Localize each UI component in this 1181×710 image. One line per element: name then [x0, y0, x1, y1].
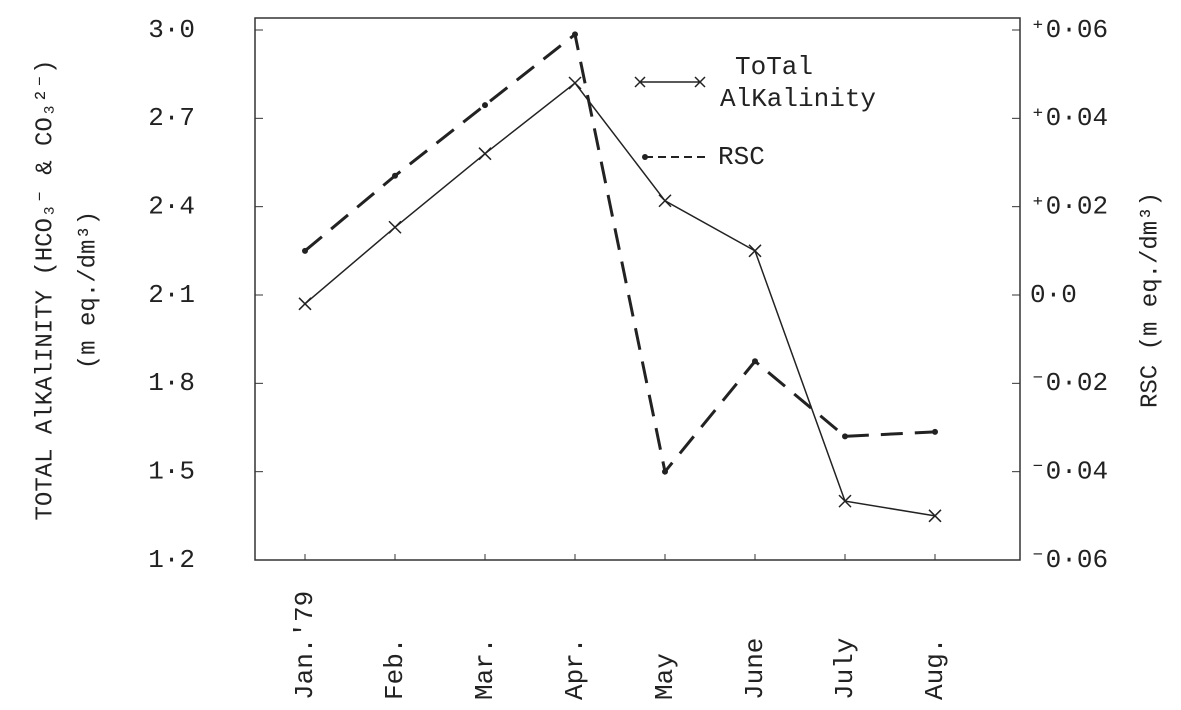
point: [838, 494, 852, 508]
y-tick-label: 2·7: [148, 103, 195, 133]
y2-tick-label: ⁺0·06: [1030, 15, 1108, 45]
legend-swatch: [634, 76, 706, 88]
point: [932, 428, 938, 435]
x-tick-label: July: [830, 638, 860, 700]
y-tick-label: 1·2: [148, 545, 195, 575]
y2-tick-label: ⁻0·06: [1030, 545, 1108, 575]
y2-tick-label: ⁺0·02: [1030, 192, 1108, 222]
y-tick-label: 3·0: [148, 15, 195, 45]
point: [662, 468, 668, 475]
y-tick-label: 2·1: [148, 280, 195, 310]
point: [302, 247, 308, 254]
y-tick-label: 2·4: [148, 192, 195, 222]
y2-tick-label: 0·0: [1030, 280, 1077, 310]
point: [842, 433, 848, 440]
plot-frame: [254, 17, 1021, 561]
series-line: [304, 81, 936, 517]
y2-tick-label: ⁻0·04: [1030, 457, 1108, 487]
y-tick-label: 1·5: [148, 457, 195, 487]
series-line: [304, 31, 936, 476]
point: [388, 220, 402, 234]
x-tick-label: Mar.: [470, 638, 500, 700]
y-tick-label: 1·8: [148, 368, 195, 398]
point: [568, 76, 582, 90]
y2-tick-label: ⁺0·04: [1030, 103, 1108, 133]
point: [298, 297, 312, 311]
y-axis-units: (m eq./dm³): [75, 211, 102, 369]
x-tick-label: Feb.: [380, 638, 410, 700]
point: [392, 172, 398, 179]
legend-label: ToTal AlKalinity: [720, 52, 876, 114]
x-tick-label: Jan.'79: [290, 591, 320, 700]
point: [478, 147, 492, 161]
legend-label: RSC: [718, 142, 765, 172]
legend-swatch: [642, 154, 648, 160]
x-tick-label: Apr.: [560, 638, 590, 700]
point: [752, 358, 758, 365]
x-tick-label: Aug.: [920, 638, 950, 700]
point: [482, 102, 488, 109]
x-tick-label: June: [740, 638, 770, 700]
point: [658, 194, 672, 208]
y2-tick-label: ⁻0·02: [1030, 368, 1108, 398]
point: [928, 509, 942, 523]
point: [572, 31, 578, 38]
y-axis-title: TOTAL AlKAlINITY (HCO₃⁻ & CO₃²⁻): [32, 60, 59, 521]
y2-axis-title: RSC (m eq./dm³): [1137, 192, 1164, 408]
x-tick-label: May: [650, 653, 680, 700]
point: [748, 244, 762, 258]
